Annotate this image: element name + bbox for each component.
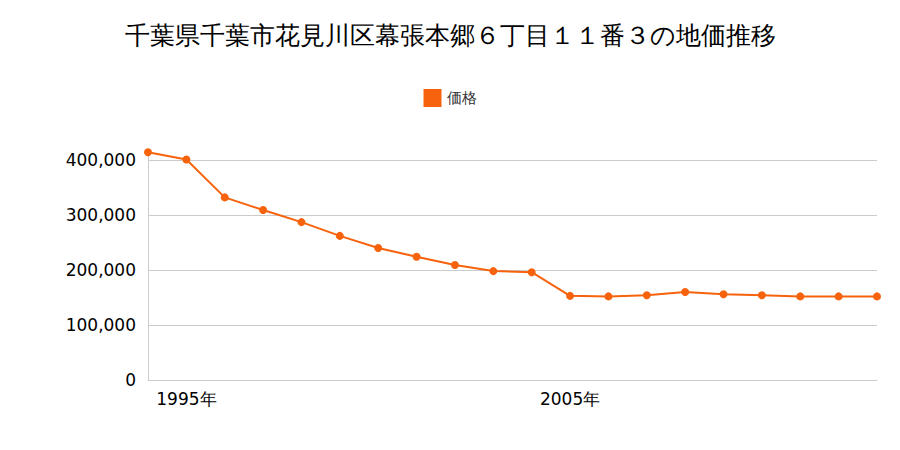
svg-text:400,000: 400,000 [66,150,136,170]
svg-text:千葉県千葉市花見川区幕張本郷６丁目１１番３の地価推移: 千葉県千葉市花見川区幕張本郷６丁目１１番３の地価推移 [125,21,776,50]
svg-text:100,000: 100,000 [66,315,136,335]
svg-text:0: 0 [125,370,136,390]
svg-text:200,000: 200,000 [66,260,136,280]
svg-text:300,000: 300,000 [66,205,136,225]
svg-text:価格: 価格 [447,89,477,107]
svg-text:1995年: 1995年 [156,389,216,409]
svg-text:2005年: 2005年 [540,389,600,409]
